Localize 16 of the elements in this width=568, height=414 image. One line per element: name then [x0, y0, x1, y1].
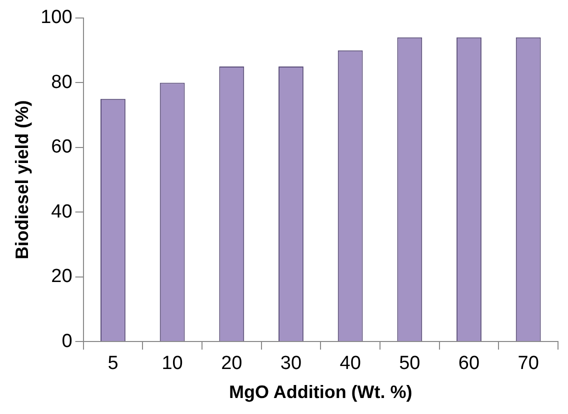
x-tick-label: 20 [221, 353, 242, 374]
y-axis-title: Biodiesel yield (%) [12, 100, 32, 260]
x-tick-label: 5 [108, 353, 118, 374]
y-tick-label: 20 [51, 266, 72, 288]
x-tick-label: 70 [518, 353, 539, 374]
y-tick-label: 100 [40, 7, 72, 28]
y-tick-label: 80 [51, 72, 72, 93]
x-tick-label: 60 [458, 353, 480, 374]
x-tick-label: 30 [280, 353, 302, 374]
x-axis-title: MgO Addition (Wt. %) [229, 382, 412, 402]
x-tick-label: 10 [162, 353, 183, 374]
x-tick-label: 50 [399, 353, 420, 374]
y-tick-label: 0 [62, 330, 72, 352]
y-tick-label: 60 [51, 136, 72, 158]
y-tick-label: 40 [51, 201, 72, 222]
x-tick-label: 40 [340, 353, 361, 374]
